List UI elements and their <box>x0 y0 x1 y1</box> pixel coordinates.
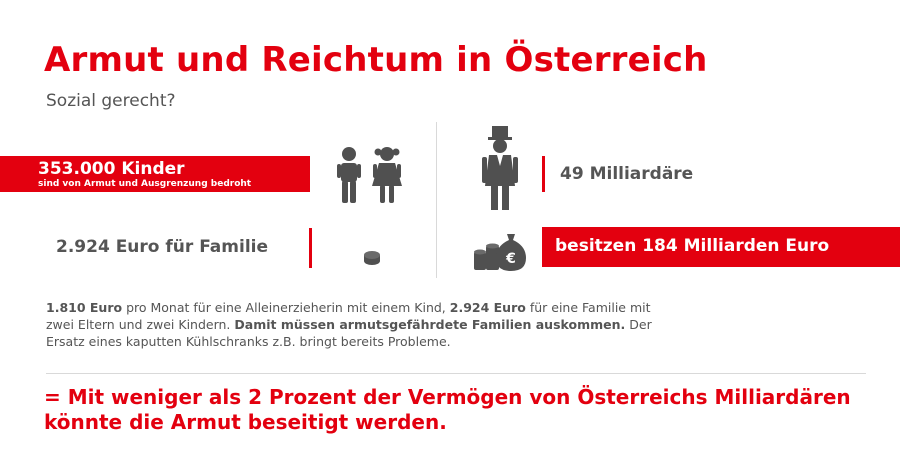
red-tick-right <box>542 156 545 192</box>
children-icon <box>337 147 402 203</box>
children-banner: 353.000 Kinder sind von Armut und Ausgre… <box>0 156 310 192</box>
body-text-2: für eine Familie mit zwei Eltern und zwe… <box>46 300 651 332</box>
money-bag-euro-icon: € <box>474 234 526 271</box>
wealth-text: besitzen 184 Milliarden Euro <box>555 236 830 256</box>
billionaires-count: 49 Milliardäre <box>560 164 694 184</box>
body-paragraph: 1.810 Euro pro Monat für eine Alleinerzi… <box>46 299 666 350</box>
amount-single-parent: 1.810 Euro <box>46 300 123 315</box>
page-subtitle: Sozial gerecht? <box>46 91 176 111</box>
conclusion-text: = Mit weniger als 2 Prozent der Vermögen… <box>44 385 851 434</box>
svg-text:€: € <box>505 251 516 267</box>
page-title: Armut und Reichtum in Österreich <box>44 40 708 80</box>
family-amount: 2.924 Euro für Familie <box>56 237 269 257</box>
body-emphasis: Damit müssen armutsgefährdete Familien a… <box>234 317 626 332</box>
coins-icon <box>364 251 380 265</box>
children-caption: sind von Armut und Ausgrenzung bedroht <box>38 179 252 189</box>
red-tick-left <box>309 228 312 268</box>
top-hat-man-icon <box>482 126 518 210</box>
horizontal-divider <box>46 373 866 374</box>
children-count: 353.000 Kinder <box>38 159 185 179</box>
body-text-1: pro Monat für eine Alleinerzieherin mit … <box>122 300 450 315</box>
vertical-divider <box>436 122 437 278</box>
amount-family: 2.924 Euro <box>449 300 526 315</box>
body-text-3: Der Ersatz eines kaputten Kühlschranks z… <box>46 317 652 349</box>
wealth-banner: besitzen 184 Milliarden Euro <box>542 227 900 267</box>
